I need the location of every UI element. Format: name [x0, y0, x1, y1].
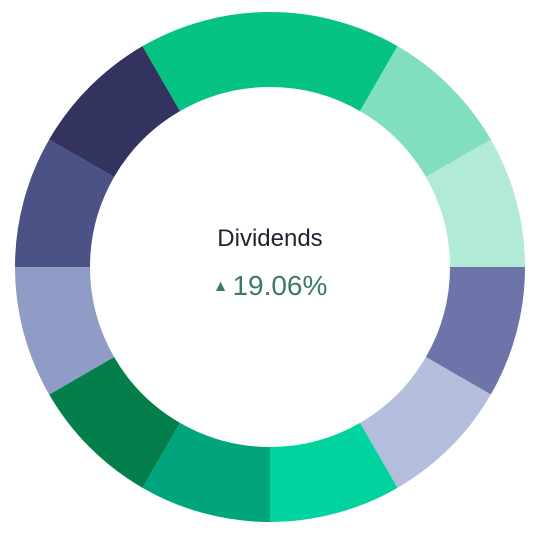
- donut-segment-3[interactable]: [425, 139, 525, 268]
- change-value: 19.06%: [232, 270, 328, 301]
- donut-segment-2[interactable]: [360, 46, 491, 178]
- up-arrow-icon: ▲: [212, 278, 229, 295]
- donut-segment-5[interactable]: [360, 357, 491, 488]
- change-value-wrapper: ▲ 19.06%: [120, 270, 420, 302]
- donut-segment-8[interactable]: [49, 357, 181, 488]
- donut-segment-9[interactable]: [15, 267, 115, 395]
- donut-segment-7[interactable]: [142, 422, 271, 522]
- donut-segment-12[interactable]: [142, 12, 271, 112]
- donut-segment-10[interactable]: [15, 139, 115, 268]
- donut-segment-4[interactable]: [425, 267, 525, 395]
- donut-segment-6[interactable]: [270, 422, 398, 522]
- donut-segment-11[interactable]: [49, 46, 181, 178]
- center-title: Dividends: [217, 225, 323, 252]
- donut-segment-1[interactable]: [270, 12, 398, 112]
